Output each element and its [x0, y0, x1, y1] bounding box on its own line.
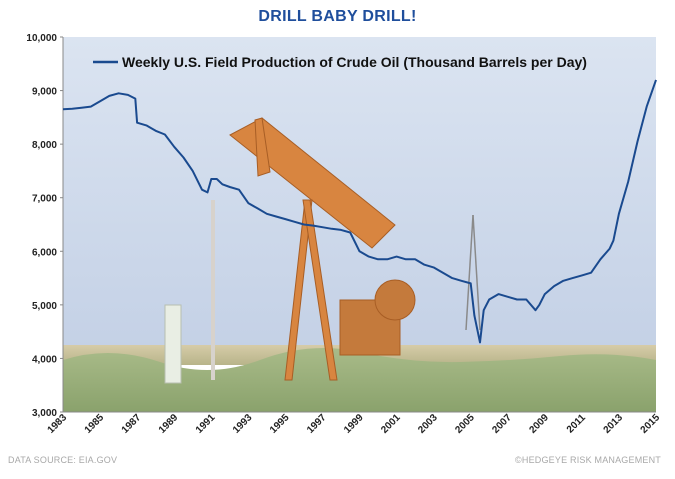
grass	[63, 347, 656, 412]
legend-label: Weekly U.S. Field Production of Crude Oi…	[122, 54, 587, 70]
pumpjack	[229, 117, 416, 381]
x-tick-label: 2001	[379, 412, 403, 436]
x-tick-label: 1987	[120, 412, 144, 436]
background-photo	[63, 37, 656, 412]
x-tick-label: 2003	[416, 412, 440, 436]
well-pole	[211, 200, 215, 380]
x-tick-label: 2009	[527, 412, 551, 436]
y-tick-label: 9,000	[32, 87, 57, 98]
y-tick-label: 3,000	[32, 408, 57, 419]
copyright-note: ©HEDGEYE RISK MANAGEMENT	[515, 455, 661, 465]
x-tick-label: 2011	[565, 412, 588, 435]
y-tick-label: 4,000	[32, 354, 57, 365]
y-tick-label: 8,000	[32, 140, 57, 151]
x-tick-label: 2015	[639, 412, 663, 436]
x-tick-label: 1989	[157, 412, 181, 436]
y-tick-label: 7,000	[32, 194, 57, 205]
y-tick-label: 10,000	[26, 33, 57, 44]
x-tick-label: 2005	[453, 412, 477, 436]
data-source-note: DATA SOURCE: EIA.GOV	[8, 455, 118, 465]
derrick	[465, 214, 481, 331]
x-tick-label: 1985	[83, 412, 107, 436]
y-tick-label: 6,000	[32, 247, 57, 258]
x-tick-label: 1991	[194, 412, 218, 436]
legend: Weekly U.S. Field Production of Crude Oi…	[93, 54, 587, 70]
x-tick-label: 1999	[342, 412, 366, 436]
y-tick-label: 5,000	[32, 301, 57, 312]
chart-title: DRILL BABY DRILL!	[258, 8, 417, 25]
x-tick-label: 1993	[231, 412, 255, 436]
x-tick-label: 1995	[268, 412, 292, 436]
series-line	[62, 79, 657, 344]
x-tick-label: 2007	[490, 412, 514, 436]
x-tick-label: 1997	[305, 412, 329, 436]
x-tick-label: 2013	[602, 412, 626, 436]
storage-tank	[164, 304, 182, 384]
sky	[63, 37, 656, 349]
